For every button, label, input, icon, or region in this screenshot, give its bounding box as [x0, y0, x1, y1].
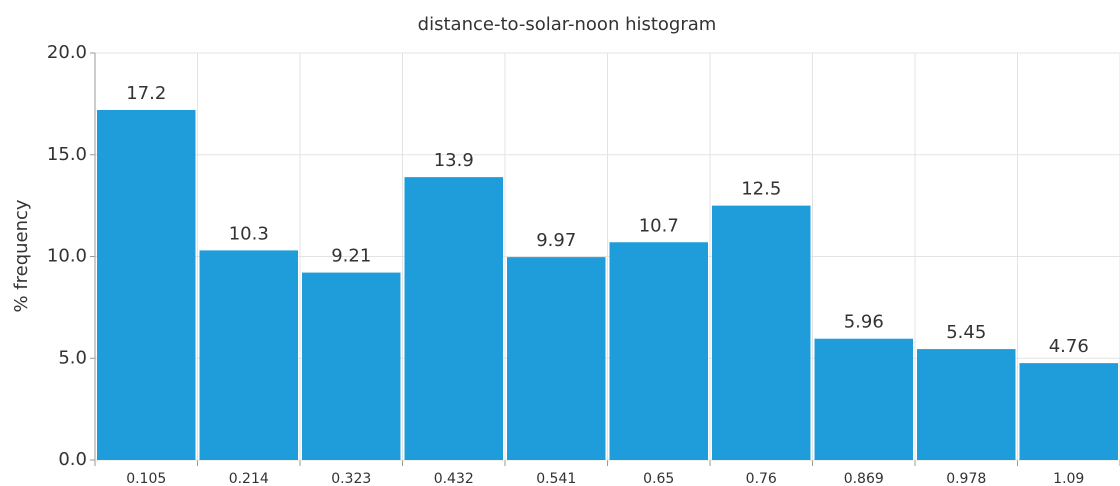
y-tick-label: 20.0 — [47, 42, 87, 63]
bar — [97, 109, 196, 460]
bar — [507, 257, 606, 460]
data-label: 5.45 — [946, 322, 986, 343]
bar — [814, 338, 913, 460]
y-tick-label: 5.0 — [58, 347, 87, 368]
x-tick-label: 0.76 — [746, 471, 777, 486]
bar — [712, 205, 811, 460]
data-label: 10.3 — [229, 223, 269, 244]
x-tick-label: 0.978 — [946, 471, 986, 486]
y-tick-label: 0.0 — [58, 449, 87, 470]
x-tick-label: 0.65 — [643, 471, 674, 486]
x-tick-label: 0.541 — [536, 471, 576, 486]
x-tick-label: 0.869 — [844, 471, 884, 486]
y-tick-label: 15.0 — [47, 144, 87, 165]
data-label: 13.9 — [434, 150, 474, 171]
x-tick-label: 1.09 — [1053, 471, 1084, 486]
data-label: 9.97 — [536, 230, 576, 251]
data-label: 17.2 — [126, 83, 166, 104]
data-label: 4.76 — [1049, 336, 1089, 357]
data-label: 9.21 — [331, 246, 371, 267]
y-axis-label: % frequency — [11, 199, 32, 312]
data-label: 12.5 — [741, 179, 781, 200]
chart-title: distance-to-solar-noon histogram — [418, 14, 717, 35]
y-tick-label: 10.0 — [47, 246, 87, 267]
bar — [917, 349, 1016, 460]
bar — [404, 177, 503, 460]
x-tick-label: 0.432 — [434, 471, 474, 486]
x-tick-label: 0.323 — [331, 471, 371, 486]
bar — [1019, 363, 1118, 460]
bar — [609, 242, 708, 460]
data-label: 10.7 — [639, 215, 679, 236]
bar — [302, 272, 401, 460]
x-tick-label: 0.105 — [126, 471, 166, 486]
bar — [199, 250, 298, 460]
data-label: 5.96 — [844, 312, 884, 333]
x-tick-label: 0.214 — [229, 471, 269, 486]
